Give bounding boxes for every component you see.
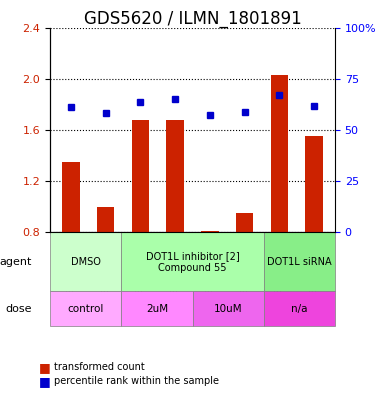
Text: DOT1L inhibitor [2]
Compound 55: DOT1L inhibitor [2] Compound 55 bbox=[146, 251, 239, 273]
FancyBboxPatch shape bbox=[50, 291, 121, 326]
Text: percentile rank within the sample: percentile rank within the sample bbox=[54, 376, 219, 386]
FancyBboxPatch shape bbox=[50, 233, 121, 291]
Text: ■: ■ bbox=[38, 361, 50, 374]
Title: GDS5620 / ILMN_1801891: GDS5620 / ILMN_1801891 bbox=[84, 9, 301, 28]
Text: transformed count: transformed count bbox=[54, 362, 145, 373]
Text: 10uM: 10uM bbox=[214, 304, 243, 314]
FancyBboxPatch shape bbox=[192, 291, 264, 326]
Text: agent: agent bbox=[0, 257, 32, 267]
Bar bbox=[236, 213, 253, 233]
Bar bbox=[97, 207, 114, 233]
Text: DOT1L siRNA: DOT1L siRNA bbox=[267, 257, 331, 267]
FancyBboxPatch shape bbox=[264, 291, 335, 326]
Text: ■: ■ bbox=[38, 375, 50, 388]
FancyBboxPatch shape bbox=[264, 233, 335, 291]
FancyBboxPatch shape bbox=[121, 233, 264, 291]
Text: n/a: n/a bbox=[291, 304, 308, 314]
Text: dose: dose bbox=[6, 304, 32, 314]
Bar bbox=[305, 136, 323, 233]
Bar bbox=[166, 120, 184, 233]
Bar bbox=[271, 75, 288, 233]
Bar bbox=[62, 162, 80, 233]
Bar bbox=[201, 231, 219, 233]
Bar bbox=[132, 120, 149, 233]
Text: DMSO: DMSO bbox=[71, 257, 100, 267]
Text: control: control bbox=[67, 304, 104, 314]
Text: 2uM: 2uM bbox=[146, 304, 168, 314]
FancyBboxPatch shape bbox=[121, 291, 192, 326]
